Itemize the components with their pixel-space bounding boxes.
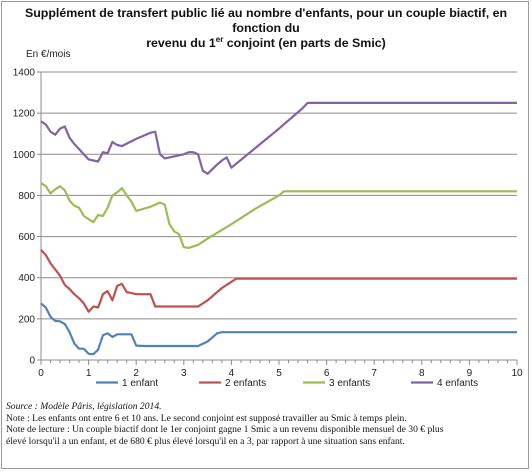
series-line-3	[40, 182, 517, 249]
series-line-4	[40, 101, 517, 175]
chart-notes: Source : Modèle Pâris, législation 2014.…	[6, 401, 528, 447]
x-tick-label: 9	[467, 368, 473, 379]
y-tick-label: 0	[29, 356, 35, 367]
x-tick-label: 8	[419, 368, 425, 379]
title-superscript: er	[215, 34, 224, 44]
chart-title: Supplément de transfert public lié au no…	[8, 6, 524, 51]
title-line-2: revenu du 1er conjoint (en parts de Smic…	[8, 34, 524, 51]
legend-label-2: 2 enfants	[225, 378, 266, 389]
x-tick-label: 10	[511, 368, 523, 379]
x-tick-label: 0	[38, 368, 44, 379]
legend-label-4: 4 enfants	[437, 378, 478, 389]
x-tick-label: 4	[229, 368, 235, 379]
y-tick-label: 1400	[13, 68, 36, 79]
x-tick-label: 1	[86, 368, 92, 379]
y-tick-label: 1200	[13, 109, 36, 120]
line-chart: En €/mois 0 200 400 600 800 1000 1200 1400 0 1 2 3 4 5…	[13, 49, 523, 389]
y-axis-unit-label: En €/mois	[26, 49, 70, 60]
series-line-2	[40, 249, 517, 313]
x-tick-label: 2	[133, 368, 139, 379]
x-tick-label: 3	[181, 368, 187, 379]
y-tick-label: 800	[18, 191, 35, 202]
y-tick-label: 1000	[13, 150, 36, 161]
reading-note-line-1: Note de lecture : Un couple biactif dont…	[6, 424, 444, 436]
x-tick-label: 6	[324, 368, 330, 379]
title-line-1: Supplément de transfert public lié au no…	[24, 6, 508, 35]
source-note: Source : Modèle Pâris, législation 2014.	[6, 401, 162, 412]
title-line-2-end: conjoint (en parts de Smic)	[223, 36, 386, 50]
legend-label-1: 1 enfant	[122, 378, 158, 389]
y-tick-label: 600	[18, 232, 35, 243]
title-line-2-start: revenu du 1	[146, 36, 216, 50]
legend-label-3: 3 enfants	[329, 378, 370, 389]
note-text: Note : Les enfants ont entre 6 et 10 ans…	[6, 412, 407, 424]
reading-note-line-2: élevé lorsqu'il a un enfant, et de 680 €…	[6, 435, 405, 447]
x-tick-label: 5	[276, 368, 282, 379]
y-tick-label: 400	[18, 273, 35, 284]
x-tick-label: 7	[371, 368, 377, 379]
series-line-1	[40, 302, 517, 356]
y-tick-label: 200	[18, 314, 35, 325]
